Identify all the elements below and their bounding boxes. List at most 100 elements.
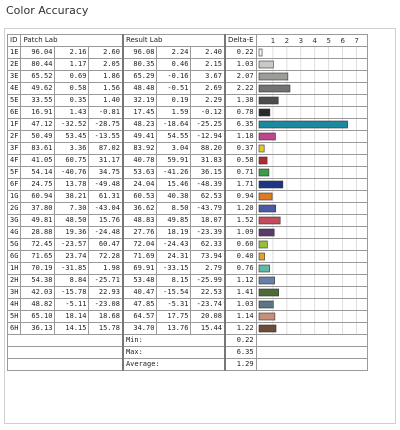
table-row: 3F 83.61 3.36 87.02 83.92 3.04 88.20 0.37 — [6, 142, 368, 155]
table-row: 6F 24.75 13.78 -49.48 24.04 15.46 -48.39 1.71 — [6, 178, 368, 191]
delta-bar-cell — [255, 238, 368, 251]
result-lab-value: 17.75 — [156, 310, 192, 323]
patch-lab-value: 70.19 — [20, 262, 56, 275]
delta-bar-plot — [258, 227, 357, 238]
patch-lab-value: 1.56 — [88, 82, 124, 95]
table-row: 1G 60.94 38.21 61.31 60.53 40.38 62.53 0.94 — [6, 190, 368, 203]
patch-lab-value: 65.10 — [20, 310, 56, 323]
tick-label: 5 — [326, 37, 330, 45]
delta-bar-cell — [255, 106, 368, 119]
result-lab-value: 64.57 — [121, 310, 158, 323]
delta-bar-plot — [258, 107, 357, 118]
result-lab-value: 2.24 — [156, 46, 192, 59]
delta-bar-cell — [255, 178, 368, 191]
patch-lab-value: -31.85 — [54, 262, 90, 275]
row-id: 2E — [6, 58, 22, 71]
patch-lab-value: 34.75 — [88, 166, 124, 179]
patch-lab-value: 31.17 — [88, 154, 124, 167]
result-lab-value: 13.76 — [156, 322, 192, 335]
patch-lab-value: -40.76 — [54, 166, 90, 179]
delta-bar-plot — [258, 263, 357, 274]
row-id: 4F — [6, 154, 22, 167]
result-lab-value: 2.29 — [190, 94, 226, 107]
patch-lab-value: 49.62 — [20, 82, 56, 95]
patch-lab-value: 22.93 — [88, 286, 124, 299]
delta-bar — [258, 192, 272, 201]
table-row: 4G 28.88 19.36 -24.48 27.76 18.19 -23.39 1.09 — [6, 226, 368, 239]
patch-lab-value: 1.40 — [88, 94, 124, 107]
delta-bar-plot — [258, 239, 357, 250]
patch-lab-value: -15.78 — [54, 286, 90, 299]
summary-value: 1.29 — [223, 358, 257, 371]
patch-lab-value: 15.78 — [88, 322, 124, 335]
delta-bar — [258, 156, 267, 165]
patch-lab-value: -25.71 — [88, 274, 124, 287]
patch-lab-value: 1.98 — [88, 262, 124, 275]
delta-bar-cell — [255, 82, 368, 95]
delta-bar-cell — [255, 298, 368, 311]
delta-bar — [258, 168, 269, 177]
table-row: 2E 80.44 1.17 2.05 80.35 0.46 2.15 1.03 — [6, 58, 368, 71]
result-lab-value: 48.23 — [121, 118, 158, 131]
summary-spacer — [6, 346, 124, 359]
table-row: 3E 65.52 0.69 1.86 65.29 -0.16 3.67 2.07 — [6, 70, 368, 83]
delta-bar-cell — [255, 142, 368, 155]
delta-bar-plot — [258, 323, 357, 334]
patch-lab-value: 15.76 — [88, 214, 124, 227]
axis-tick-labels: 1 2 3 4 5 6 7 — [270, 37, 358, 45]
patch-lab-value: 80.44 — [20, 58, 56, 71]
table-header-row: ID Patch Lab Result Lab Delta-E 1 2 3 4 5 6 7 — [6, 34, 368, 47]
patch-lab-value: 60.94 — [20, 190, 56, 203]
delta-e-value: 2.07 — [223, 70, 257, 83]
header-result-lab: Result Lab — [121, 34, 226, 47]
tick-label: 2 — [284, 37, 288, 45]
result-lab-value: 54.55 — [156, 130, 192, 143]
result-lab-value: 3.04 — [156, 142, 192, 155]
delta-bar-plot — [258, 287, 357, 298]
row-id: 2H — [6, 274, 22, 287]
summary-label: Average: — [121, 358, 226, 371]
table-row: 4F 41.05 60.75 31.17 40.78 59.91 31.83 0.58 — [6, 154, 368, 167]
result-lab-value: 53.48 — [121, 274, 158, 287]
tick-label: 7 — [354, 37, 358, 45]
result-lab-value: 49.41 — [121, 130, 158, 143]
row-id: 5H — [6, 310, 22, 323]
delta-bar — [258, 276, 275, 285]
table-row: 5F 54.14 -40.76 34.75 53.63 -41.26 36.15 0.71 — [6, 166, 368, 179]
result-lab-value: 80.35 — [121, 58, 158, 71]
delta-e-value: 1.18 — [223, 130, 257, 143]
delta-bar-cell — [255, 286, 368, 299]
table-row: 2F 50.49 53.45 -13.55 49.41 54.55 -12.94 1.18 — [6, 130, 368, 143]
tick-label: 1 — [270, 37, 274, 45]
delta-bar — [258, 96, 279, 105]
delta-e-value: 1.38 — [223, 94, 257, 107]
patch-lab-value: -49.48 — [88, 178, 124, 191]
delta-bar — [258, 300, 274, 309]
delta-bar-plot — [258, 119, 357, 130]
patch-lab-value: 72.45 — [20, 238, 56, 251]
delta-bar — [258, 180, 283, 189]
delta-bar-cell — [255, 58, 368, 71]
patch-lab-value: 3.36 — [54, 142, 90, 155]
patch-lab-value: 61.31 — [88, 190, 124, 203]
result-lab-value: 40.47 — [121, 286, 158, 299]
patch-lab-value: 54.38 — [20, 274, 56, 287]
delta-e-value: 1.52 — [223, 214, 257, 227]
row-id: 5E — [6, 94, 22, 107]
result-lab-value: 20.08 — [190, 310, 226, 323]
delta-bar-plot — [258, 251, 357, 262]
delta-e-value: 1.03 — [223, 58, 257, 71]
result-lab-value: 24.04 — [121, 178, 158, 191]
result-lab-value: 22.53 — [190, 286, 226, 299]
result-lab-value: 47.85 — [121, 298, 158, 311]
delta-bar — [258, 48, 262, 57]
tick-label: 6 — [340, 37, 345, 45]
delta-bar-cell — [255, 70, 368, 83]
result-lab-value: 24.31 — [156, 250, 192, 263]
summary-value: 6.35 — [223, 346, 257, 359]
patch-lab-value: 96.04 — [20, 46, 56, 59]
patch-lab-value: 7.30 — [54, 202, 90, 215]
result-lab-value: -48.39 — [190, 178, 226, 191]
patch-lab-value: -23.57 — [54, 238, 90, 251]
patch-lab-value: 16.91 — [20, 106, 56, 119]
